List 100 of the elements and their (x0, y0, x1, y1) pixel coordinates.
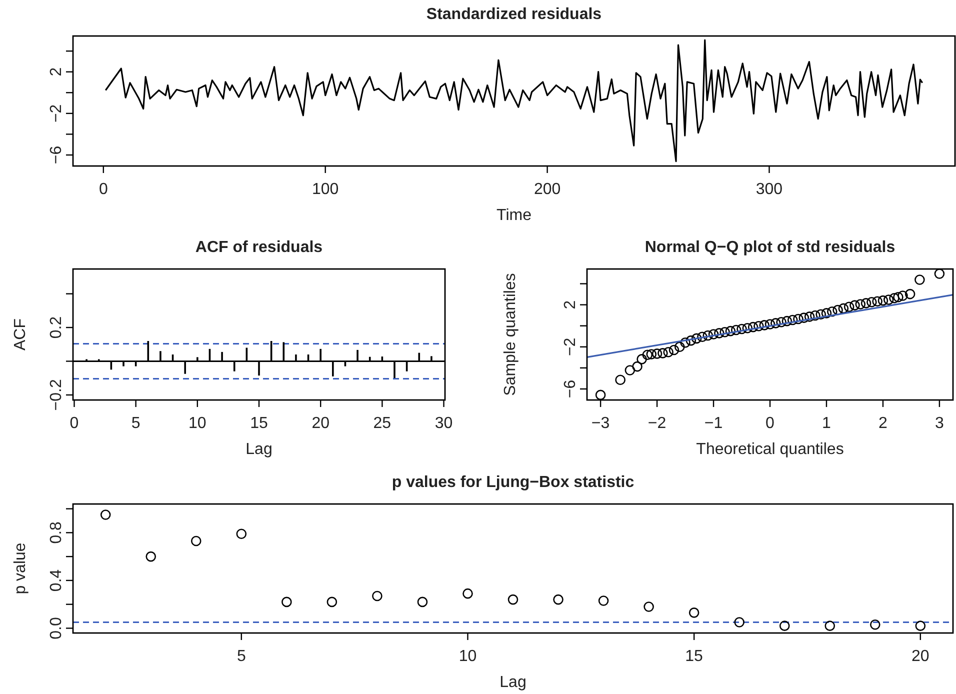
x-tick-label: 10 (188, 415, 206, 432)
x-tick-label: −1 (704, 415, 723, 432)
point (759, 320, 770, 330)
x-tick-label: 3 (934, 415, 944, 432)
point (816, 309, 826, 320)
point (652, 348, 662, 359)
point (674, 342, 685, 352)
point (787, 314, 798, 326)
point (826, 306, 838, 317)
point (824, 620, 836, 631)
point (658, 348, 668, 358)
point (898, 290, 908, 301)
point (146, 551, 156, 562)
point (832, 304, 843, 316)
point (720, 326, 730, 338)
x-tick-label: 100 (312, 181, 339, 198)
point (624, 365, 636, 376)
point (595, 390, 606, 400)
point (878, 295, 888, 306)
chart-title: p values for Ljung−Box statistic (392, 474, 634, 491)
y-axis-title: ACF (12, 318, 29, 350)
point (754, 320, 764, 332)
point (889, 292, 900, 304)
point (642, 350, 653, 360)
chart-title: Normal Q−Q plot of std residuals (644, 239, 896, 256)
x-axis-title: Lag (500, 674, 526, 691)
y-tick-label: −6 (48, 146, 65, 164)
point (764, 319, 776, 330)
point (850, 300, 860, 310)
point (914, 274, 925, 285)
point (668, 344, 680, 356)
point (615, 374, 626, 386)
point (860, 298, 872, 308)
point (282, 596, 292, 608)
x-tick-label: −3 (591, 415, 610, 432)
point (779, 620, 790, 631)
y-tick-label: 0.2 (48, 316, 65, 339)
point (742, 322, 753, 334)
x-tick-label: 0 (70, 415, 79, 432)
point (663, 346, 674, 358)
x-tick-label: 0 (766, 415, 775, 432)
y-tick-label: −2 (562, 338, 579, 356)
x-tick-label: −2 (648, 415, 666, 432)
y-tick-label: 0.8 (48, 521, 65, 544)
y-tick-label: 2 (48, 67, 65, 76)
y-axis-title: Sample quantiles (502, 273, 519, 396)
point (236, 528, 247, 540)
point (190, 536, 202, 546)
y-tick-label: −2 (48, 104, 65, 123)
point (632, 361, 642, 372)
point (736, 324, 747, 334)
point (372, 590, 382, 602)
point (680, 338, 690, 348)
x-tick-label: 200 (534, 181, 561, 198)
point (725, 326, 736, 336)
chart-title: ACF of residuals (195, 239, 323, 256)
x-axis-title: Theoretical quantiles (696, 441, 844, 458)
chart-title: Standardized residuals (426, 6, 602, 23)
point (870, 619, 880, 630)
point (326, 596, 338, 608)
point (804, 312, 815, 322)
x-tick-label: 1 (822, 415, 832, 432)
x-tick-label: 10 (458, 648, 477, 665)
point (598, 596, 609, 606)
point (646, 349, 657, 360)
point (821, 308, 832, 318)
y-tick-label: 2 (562, 300, 579, 310)
y-tick-label: 0.4 (48, 569, 65, 592)
point (770, 318, 781, 328)
point (508, 594, 518, 605)
y-tick-label: 0.0 (48, 617, 65, 640)
point (872, 296, 882, 307)
x-tick-label: 15 (250, 415, 268, 432)
point (810, 310, 820, 321)
point (798, 312, 810, 323)
x-tick-label: 15 (685, 648, 704, 665)
point (838, 303, 849, 314)
point (636, 354, 647, 364)
x-tick-label: 0 (98, 181, 108, 198)
point (734, 617, 744, 628)
point (686, 335, 696, 346)
point (855, 299, 866, 310)
x-tick-label: 2 (878, 415, 888, 432)
point (100, 510, 111, 520)
point (934, 269, 945, 279)
point (748, 322, 758, 332)
point (776, 316, 786, 328)
x-axis-title: Time (496, 207, 532, 224)
point (793, 314, 804, 324)
x-tick-label: 20 (912, 648, 930, 665)
point (691, 333, 702, 344)
point (708, 329, 719, 340)
point (883, 294, 894, 305)
point (893, 292, 904, 302)
x-tick-label: 5 (236, 648, 246, 665)
point (714, 328, 724, 338)
point (697, 332, 708, 342)
point (904, 288, 916, 300)
y-tick-label: −0.2 (48, 379, 65, 411)
point (730, 324, 742, 336)
